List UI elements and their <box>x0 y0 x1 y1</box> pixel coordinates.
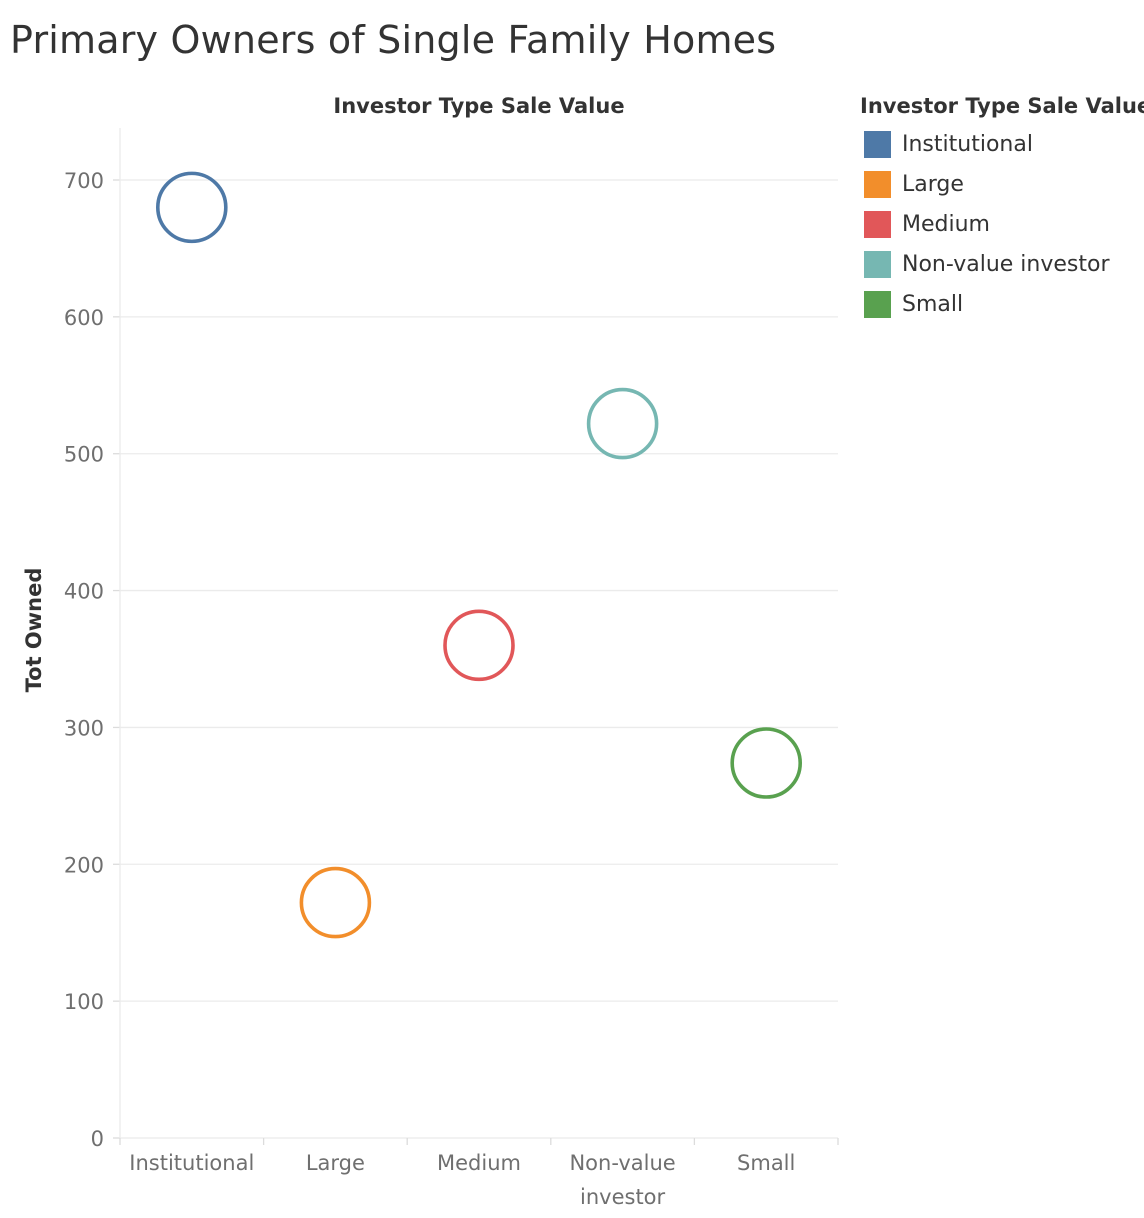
y-tick-label-600: 600 <box>64 306 104 330</box>
legend-label-institutional: Institutional <box>902 131 1033 157</box>
y-tick-label-100: 100 <box>64 990 104 1014</box>
legend-label-medium: Medium <box>902 211 990 237</box>
legend-swatch-institutional <box>864 130 891 158</box>
point-small[interactable] <box>730 727 803 799</box>
legend-item-non-value-investor[interactable]: Non-value investor <box>860 244 1140 284</box>
legend-swatch-medium <box>864 210 891 238</box>
y-tick-label-400: 400 <box>64 580 104 604</box>
legend-item-small[interactable]: Small <box>860 284 1140 324</box>
legend-label-non-value-investor: Non-value investor <box>902 251 1110 277</box>
y-tick-labels: 0 100 200 300 400 500 600 700 <box>64 169 104 1151</box>
legend-item-institutional[interactable]: Institutional <box>860 124 1140 164</box>
legend-label-small: Small <box>902 291 964 317</box>
legend-items: Institutional Large Medium Non-value invest… <box>860 124 1140 324</box>
x-tick-label-3-1: investor <box>580 1185 666 1209</box>
legend-title: Investor Type Sale Value <box>860 94 1144 118</box>
x-tick-label-3-0: Non-value <box>569 1151 675 1175</box>
legend-item-medium[interactable]: Medium <box>860 204 1140 244</box>
y-tick-label-500: 500 <box>64 443 104 467</box>
y-tick-label-0: 0 <box>91 1127 104 1151</box>
data-points <box>156 171 803 939</box>
legend-label-large: Large <box>902 171 964 197</box>
legend-swatch-small <box>864 290 891 318</box>
x-tick-label-1-0: Large <box>306 1151 365 1175</box>
scatter-plot: 0 100 200 300 400 500 600 700 Institutional Larg… <box>64 128 839 1209</box>
point-large[interactable] <box>299 866 372 939</box>
axes <box>113 128 839 1145</box>
legend-item-large[interactable]: Large <box>860 164 1140 204</box>
y-tick-label-700: 700 <box>64 169 104 193</box>
legend-swatch-non-value-investor <box>864 250 891 278</box>
y-tick-label-300: 300 <box>64 716 104 740</box>
gridlines <box>120 179 838 1002</box>
x-tick-label-0-0: Institutional <box>129 1151 254 1175</box>
y-tick-label-200: 200 <box>64 853 104 877</box>
x-tick-label-4-0: Small <box>737 1151 795 1175</box>
point-non-value-investor[interactable] <box>586 387 659 460</box>
top-axis-title: Investor Type Sale Value <box>333 94 625 118</box>
point-institutional[interactable] <box>156 171 228 244</box>
legend-swatch-large <box>864 170 891 198</box>
point-medium[interactable] <box>443 609 515 682</box>
legend: Investor Type Sale Value Institutional La… <box>860 94 1144 324</box>
x-tick-labels: Institutional Large Medium Non-value investo… <box>129 1151 795 1209</box>
x-tick-label-2-0: Medium <box>437 1151 521 1175</box>
chart-title: Primary Owners of Single Family Homes <box>10 18 777 62</box>
